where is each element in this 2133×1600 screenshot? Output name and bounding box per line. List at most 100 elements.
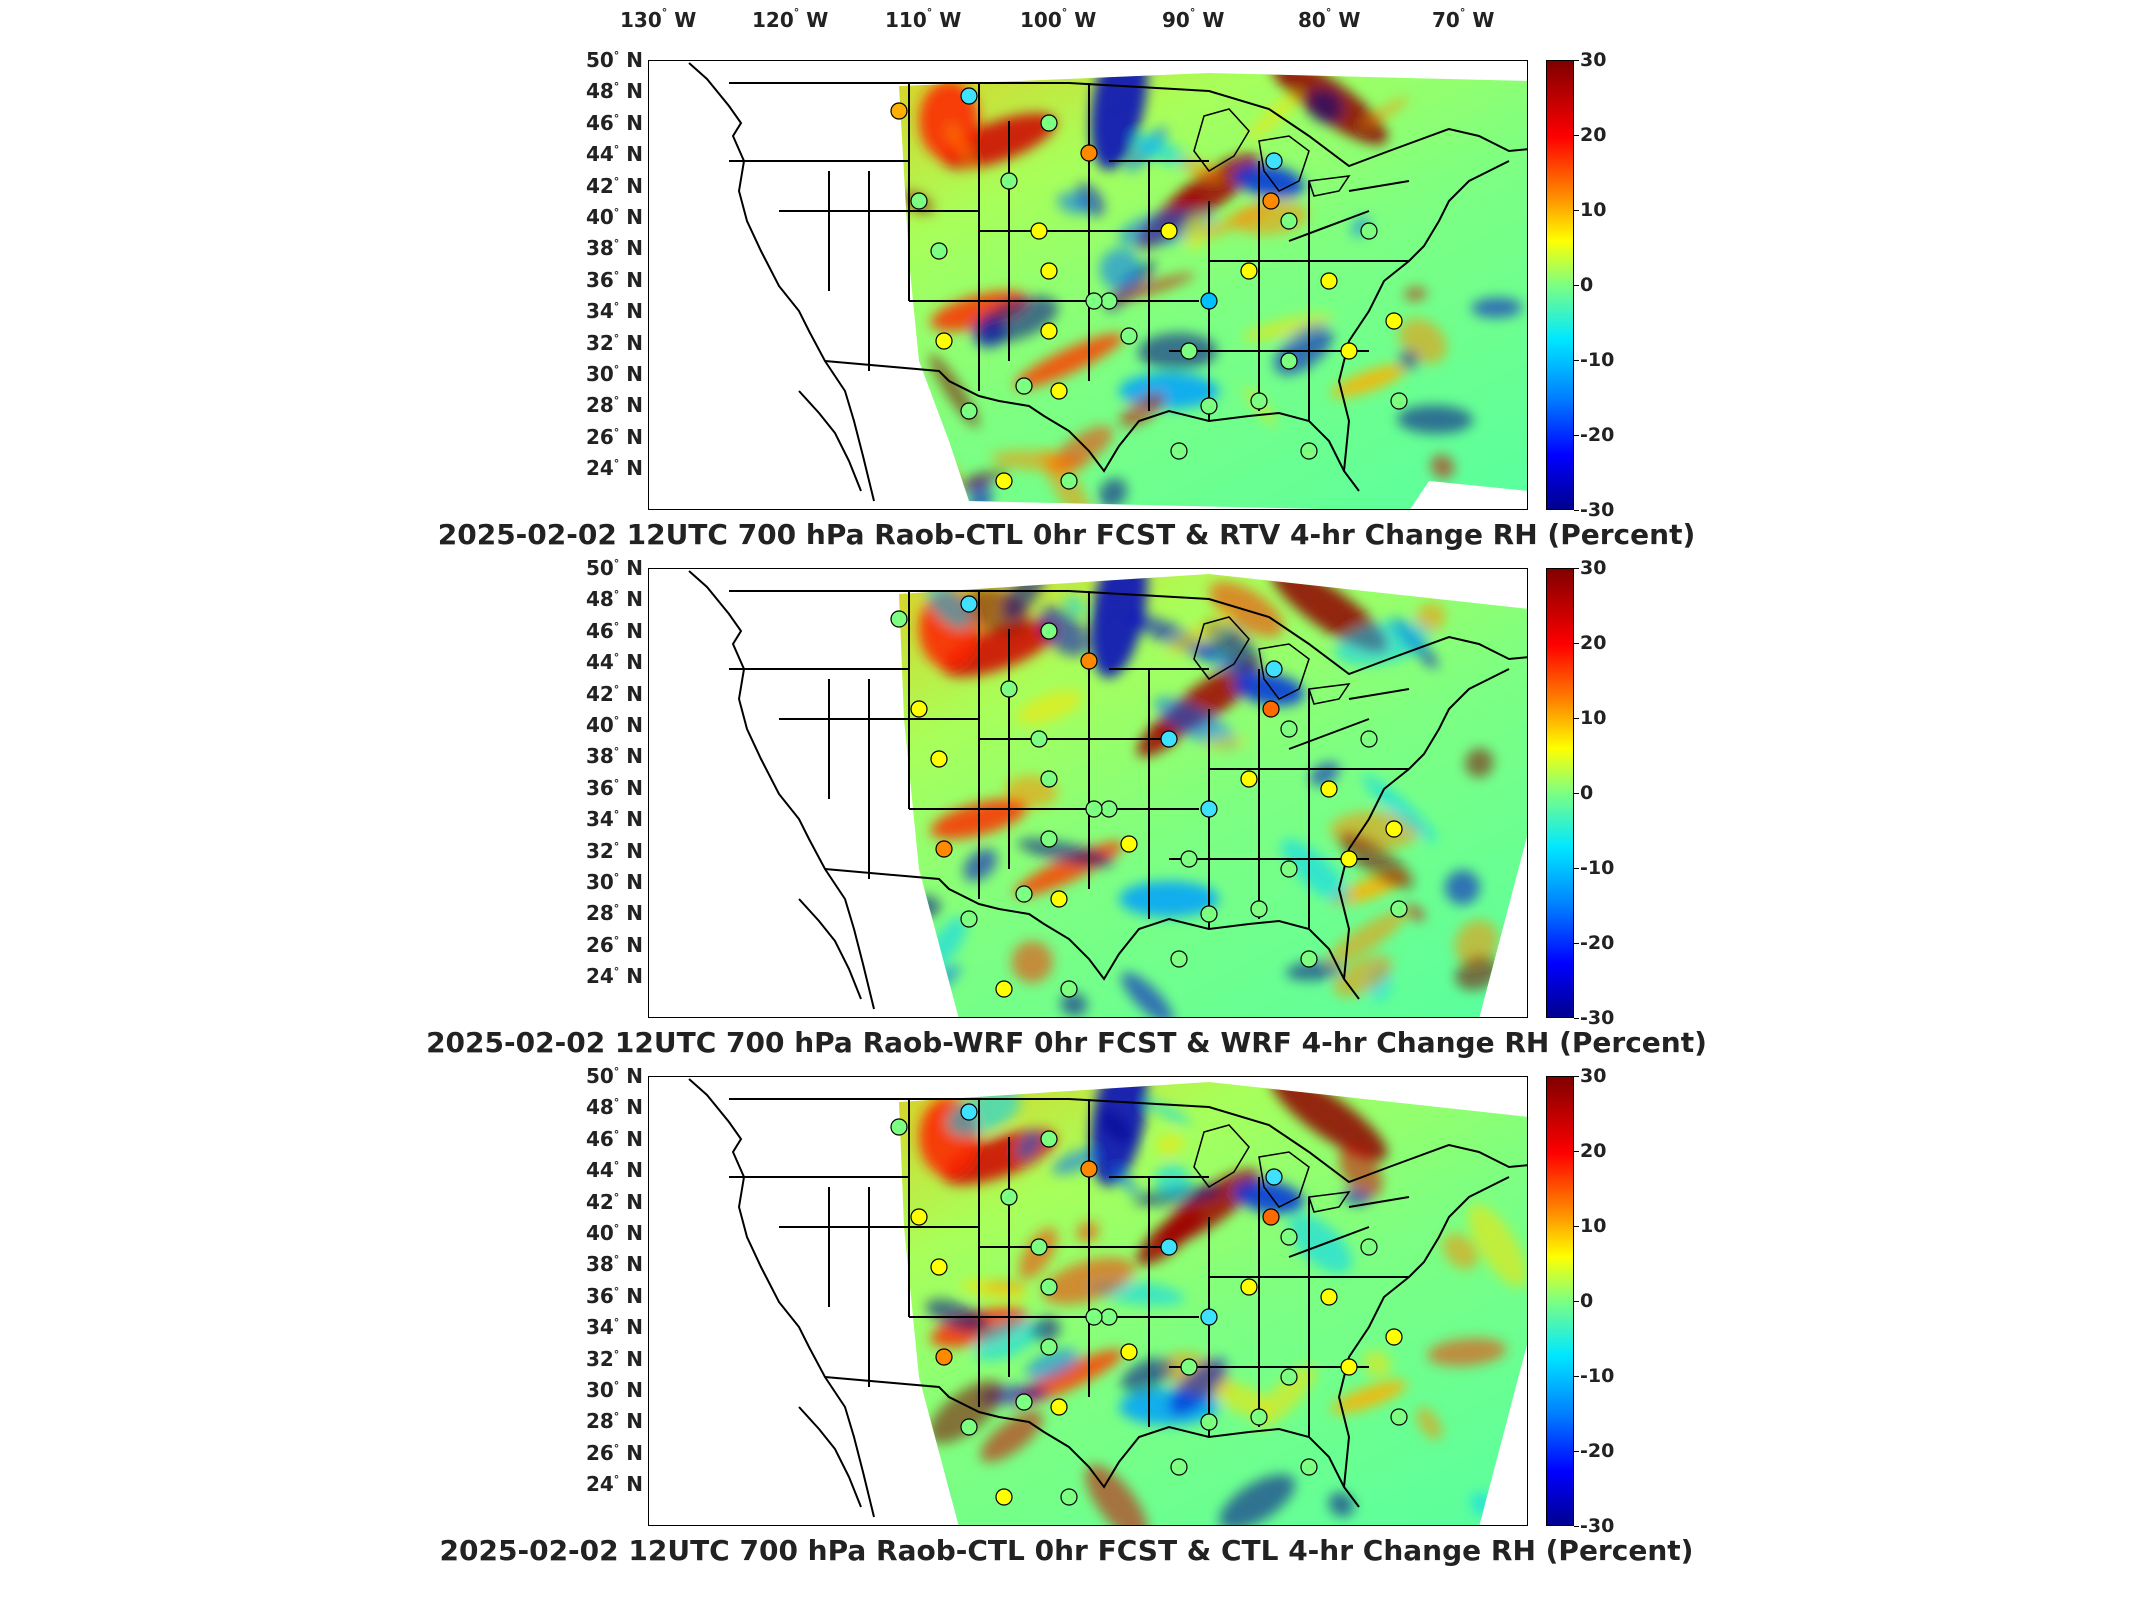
raob-station-marker (890, 102, 908, 120)
colorbar-tick (1574, 1376, 1579, 1377)
colorbar-tick-label: -20 (1580, 932, 1615, 954)
raob-station-marker (1040, 830, 1058, 848)
raob-station-marker (1390, 392, 1408, 410)
lat-label: 32° N (585, 838, 643, 863)
lat-label: 26° N (585, 932, 643, 957)
colorbar-tick-label: 20 (1580, 632, 1607, 654)
raob-station-marker (1015, 885, 1033, 903)
colorbar-tick-label: -30 (1580, 499, 1615, 521)
colorbar-tick-label: -20 (1580, 424, 1615, 446)
raob-station-marker (1120, 1343, 1138, 1361)
raob-station-marker (1240, 1278, 1258, 1296)
lat-label: 42° N (585, 681, 643, 706)
rh-change-map (648, 1076, 1528, 1526)
raob-station-marker (960, 87, 978, 105)
raob-station-marker (1280, 1228, 1298, 1246)
colorbar-tick (1574, 510, 1579, 511)
raob-station-marker (1200, 397, 1218, 415)
lat-label: 36° N (585, 267, 643, 292)
map-panel: 50° N 48° N 46° N 44° N 42° N 40° N 38° N 36° N… (0, 1065, 2133, 1584)
colorbar-tick-label: 20 (1580, 124, 1607, 146)
panel-title: 2025-02-02 12UTC 700 hPa Raob-CTL 0hr FC… (437, 518, 1696, 551)
raob-station-marker (1385, 1328, 1403, 1346)
colorbar-tick (1574, 435, 1579, 436)
raob-station-marker (1170, 950, 1188, 968)
raob-station-marker (1120, 327, 1138, 345)
raob-station-marker (1180, 342, 1198, 360)
raob-station-marker (1170, 1458, 1188, 1476)
raob-station-marker (1360, 222, 1378, 240)
colorbar-tick-label: 10 (1580, 199, 1607, 221)
raob-station-marker (1080, 144, 1098, 162)
raob-station-marker (1200, 905, 1218, 923)
raob-station-marker (1200, 292, 1218, 310)
raob-station-marker (1240, 770, 1258, 788)
lon-label: 110° W (885, 6, 962, 32)
raob-station-marker (930, 242, 948, 260)
raob-station-marker (890, 610, 908, 628)
lat-label: 26° N (585, 1440, 643, 1465)
colorbar-tick (1574, 285, 1579, 286)
raob-station-marker (1120, 835, 1138, 853)
raob-station-marker (1080, 1160, 1098, 1178)
colorbar (1546, 568, 1574, 1018)
raob-station-marker (1100, 1308, 1118, 1326)
raob-station-marker (1040, 1338, 1058, 1356)
raob-station-marker (1360, 730, 1378, 748)
raob-station-marker (1320, 272, 1338, 290)
raob-station-marker (1262, 192, 1280, 210)
lat-label: 28° N (585, 901, 643, 926)
lat-label: 38° N (585, 236, 643, 261)
raob-station-marker (1180, 1358, 1198, 1376)
colorbar-tick-label: 20 (1580, 1140, 1607, 1162)
raob-station-marker (1040, 1130, 1058, 1148)
map-panel: 50° N 48° N 46° N 44° N 42° N 40° N 38° N 36° N… (0, 49, 2133, 568)
raob-station-marker (1280, 860, 1298, 878)
raob-station-marker (1385, 820, 1403, 838)
colorbar-tick-label: 30 (1580, 557, 1607, 579)
raob-station-marker (1320, 780, 1338, 798)
colorbar-tick (1574, 643, 1579, 644)
raob-station-marker (1030, 730, 1048, 748)
raob-station-marker (1085, 800, 1103, 818)
lon-label: 80° W (1298, 6, 1361, 32)
lat-label: 48° N (585, 79, 643, 104)
colorbar-tick (1574, 1526, 1579, 1527)
colorbar-tick (1574, 1451, 1579, 1452)
raob-station-marker (890, 1118, 908, 1136)
raob-station-marker (1250, 900, 1268, 918)
raob-station-marker (1000, 172, 1018, 190)
lat-label: 36° N (585, 1283, 643, 1308)
colorbar-tick (1574, 718, 1579, 719)
raob-station-marker (1030, 1238, 1048, 1256)
colorbar-tick-label: 0 (1580, 274, 1594, 296)
lat-label: 42° N (585, 1189, 643, 1214)
raob-station-marker (1170, 442, 1188, 460)
lat-label: 28° N (585, 1409, 643, 1434)
map-boundaries (688, 62, 1527, 502)
raob-station-marker (935, 840, 953, 858)
raob-station-marker (1300, 1458, 1318, 1476)
colorbar-tick (1574, 1076, 1579, 1077)
colorbar-tick-label: 10 (1580, 1215, 1607, 1237)
raob-station-marker (1160, 1238, 1178, 1256)
raob-station-marker (1390, 1408, 1408, 1426)
raob-station-marker (1280, 720, 1298, 738)
map-panel: 50° N 48° N 46° N 44° N 42° N 40° N 38° N 36° N… (0, 557, 2133, 1076)
raob-station-marker (1050, 1398, 1068, 1416)
colorbar-tick (1574, 1301, 1579, 1302)
raob-station-marker (1250, 1408, 1268, 1426)
raob-station-marker (1100, 800, 1118, 818)
panel-title: 2025-02-02 12UTC 700 hPa Raob-WRF 0hr FC… (426, 1026, 1707, 1059)
lat-label: 36° N (585, 775, 643, 800)
lat-label: 24° N (585, 964, 643, 989)
raob-station-marker (1100, 292, 1118, 310)
colorbar-tick (1574, 868, 1579, 869)
raob-station-marker (960, 595, 978, 613)
lat-label: 44° N (585, 650, 643, 675)
raob-station-marker (1300, 950, 1318, 968)
raob-station-marker (1040, 770, 1058, 788)
raob-station-marker (1040, 262, 1058, 280)
colorbar-tick-label: 0 (1580, 782, 1594, 804)
colorbar-tick-label: -10 (1580, 1365, 1615, 1387)
